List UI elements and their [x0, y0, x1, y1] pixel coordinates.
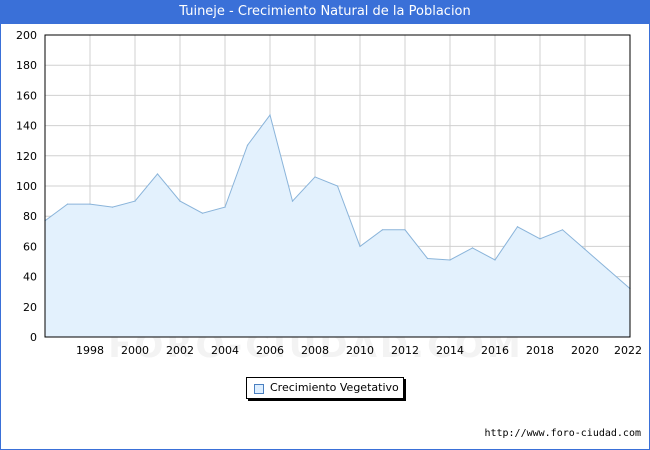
source-link[interactable]: http://www.foro-ciudad.com	[484, 428, 641, 439]
x-tick-label: 2022	[614, 344, 642, 357]
data-point	[561, 229, 564, 231]
data-point	[449, 259, 451, 261]
x-tick-label: 2008	[301, 344, 329, 357]
y-tick-label: 40	[23, 271, 37, 284]
data-point	[471, 247, 474, 249]
data-point	[66, 203, 69, 205]
x-tick-label: 2010	[346, 344, 374, 357]
legend: Crecimiento Vegetativo	[246, 377, 404, 399]
area-fill	[45, 115, 630, 337]
chart-title: Tuineje - Crecimiento Natural de la Pobl…	[0, 0, 650, 24]
x-tick-label: 2000	[121, 344, 149, 357]
y-tick-label: 140	[16, 120, 37, 133]
y-tick-label: 120	[16, 150, 37, 163]
data-point	[111, 206, 114, 208]
y-tick-label: 180	[16, 59, 37, 72]
data-point	[89, 203, 91, 205]
x-tick-label: 2012	[391, 344, 419, 357]
x-tick-label: 2014	[436, 344, 464, 357]
data-point	[336, 185, 339, 187]
data-point	[179, 200, 181, 202]
axes	[44, 34, 631, 338]
data-point	[246, 144, 249, 146]
data-point	[269, 114, 271, 116]
data-point	[606, 268, 609, 270]
x-tick-label: 2004	[211, 344, 239, 357]
data-point	[494, 259, 496, 261]
data-point	[359, 245, 361, 247]
data-point	[156, 173, 159, 175]
y-tick-label: 60	[23, 240, 37, 253]
y-tick-label: 80	[23, 210, 37, 223]
x-tick-label: 2018	[526, 344, 554, 357]
y-tick-label: 20	[23, 301, 37, 314]
x-tick-label: 2016	[481, 344, 509, 357]
data-point	[224, 206, 226, 208]
x-tick-label: 2006	[256, 344, 284, 357]
data-point	[539, 238, 541, 240]
legend-swatch	[254, 384, 264, 394]
data-point	[201, 212, 204, 214]
legend-label: Crecimiento Vegetativo	[270, 381, 399, 394]
x-axis-ticks: 1998 2000 2002 2004 2006 2008 2010 2012 2014 2016…	[76, 344, 642, 357]
y-tick-label: 0	[30, 331, 37, 344]
data-point	[584, 248, 586, 251]
data-point	[134, 200, 136, 202]
data-point	[516, 226, 519, 228]
y-tick-label: 200	[16, 29, 37, 42]
data-point	[314, 176, 316, 178]
data-point	[404, 229, 406, 231]
x-tick-label: 1998	[76, 344, 104, 357]
plot-border	[44, 34, 631, 338]
data-point	[426, 257, 429, 260]
data-point	[381, 229, 384, 231]
y-tick-label: 160	[16, 89, 37, 102]
data-point	[291, 200, 294, 202]
y-tick-label: 100	[16, 180, 37, 193]
area-series	[44, 113, 631, 337]
x-tick-label: 2002	[166, 344, 194, 357]
x-tick-label: 2020	[571, 344, 599, 357]
y-axis-ticks: 0 20 40 60 80 100 120 140 160 180 200	[16, 29, 37, 344]
